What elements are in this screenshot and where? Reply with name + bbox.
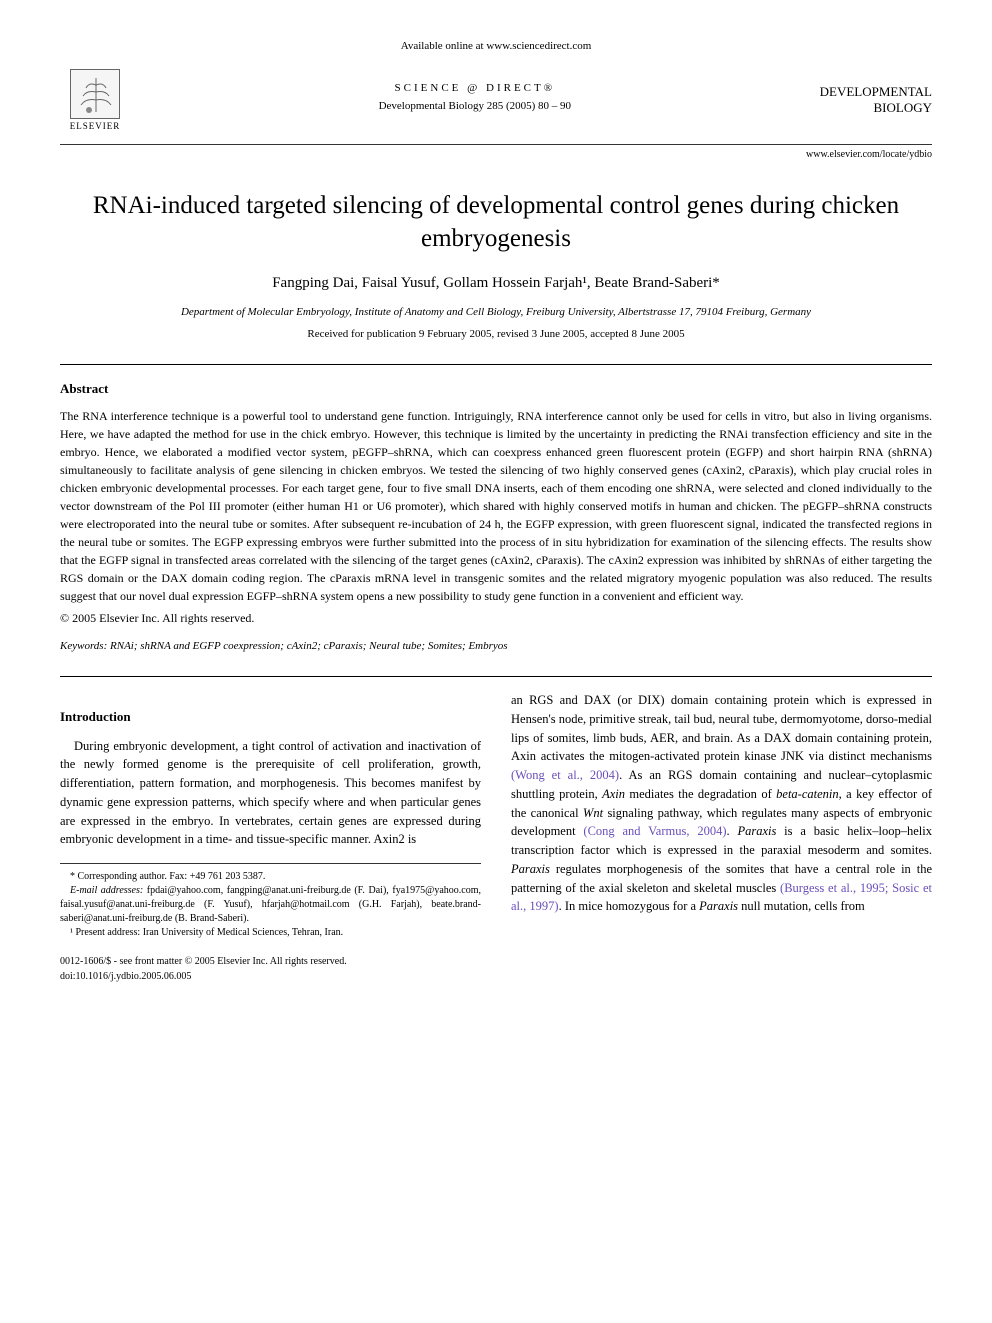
- footnotes: * Corresponding author. Fax: +49 761 203…: [60, 863, 481, 940]
- journal-url: www.elsevier.com/locate/ydbio: [60, 149, 932, 160]
- cite-cong[interactable]: (Cong and Varmus, 2004): [583, 824, 726, 838]
- t10: null mutation, cells from: [738, 899, 865, 913]
- authors: Fangping Dai, Faisal Yusuf, Gollam Hosse…: [60, 275, 932, 292]
- journal-name-2: BIOLOGY: [820, 100, 932, 116]
- keywords-list: RNAi; shRNA and EGFP coexpression; cAxin…: [110, 640, 508, 652]
- gene-paraxis-1: Paraxis: [737, 824, 776, 838]
- journal-logo: DEVELOPMENTAL BIOLOGY: [820, 84, 932, 116]
- corresponding-author: * Corresponding author. Fax: +49 761 203…: [60, 870, 481, 884]
- doi: doi:10.1016/j.ydbio.2005.06.005: [60, 969, 481, 984]
- t1: an RGS and DAX (or DIX) domain containin…: [511, 693, 932, 763]
- keywords-label: Keywords:: [60, 640, 107, 652]
- email-addresses: E-mail addresses: fpdai@yahoo.com, fangp…: [60, 884, 481, 926]
- front-matter: 0012-1606/$ - see front matter © 2005 El…: [60, 954, 481, 969]
- cite-wong[interactable]: (Wong et al., 2004): [511, 768, 619, 782]
- elsevier-name: ELSEVIER: [70, 121, 121, 131]
- gene-paraxis-3: Paraxis: [699, 899, 738, 913]
- sd-brand-text: SCIENCE @ DIRECT®: [379, 82, 571, 94]
- affiliation: Department of Molecular Embryology, Inst…: [60, 306, 932, 318]
- intro-para-1: During embryonic development, a tight co…: [60, 737, 481, 850]
- footer: 0012-1606/$ - see front matter © 2005 El…: [60, 954, 481, 984]
- intro-para-2: an RGS and DAX (or DIX) domain containin…: [511, 691, 932, 916]
- intro-heading: Introduction: [60, 707, 481, 727]
- keywords: Keywords: RNAi; shRNA and EGFP coexpress…: [60, 640, 932, 652]
- column-left: Introduction During embryonic developmen…: [60, 691, 481, 984]
- journal-reference: Developmental Biology 285 (2005) 80 – 90: [379, 100, 571, 112]
- gene-axin: Axin: [602, 787, 625, 801]
- abstract-heading: Abstract: [60, 381, 932, 397]
- header-rule: [60, 144, 932, 145]
- t6: .: [726, 824, 737, 838]
- gene-beta-catenin: beta-catenin: [776, 787, 838, 801]
- t9: . In mice homozygous for a: [559, 899, 700, 913]
- column-right: an RGS and DAX (or DIX) domain containin…: [511, 691, 932, 984]
- gene-paraxis-2: Paraxis: [511, 862, 550, 876]
- elsevier-tree-icon: [70, 69, 120, 119]
- article-title: RNAi-induced targeted silencing of devel…: [60, 190, 932, 255]
- elsevier-logo: ELSEVIER: [60, 60, 130, 140]
- abstract-bottom-rule: [60, 676, 932, 677]
- dates: Received for publication 9 February 2005…: [60, 328, 932, 340]
- gene-wnt: Wnt: [583, 806, 603, 820]
- t3: mediates the degradation of: [625, 787, 776, 801]
- header-available: Available online at www.sciencedirect.co…: [60, 40, 932, 52]
- journal-name-1: DEVELOPMENTAL: [820, 84, 932, 100]
- email-label: E-mail addresses:: [70, 885, 143, 896]
- sciencedirect-logo: SCIENCE @ DIRECT® Developmental Biology …: [379, 82, 571, 118]
- body-columns: Introduction During embryonic developmen…: [60, 691, 932, 984]
- present-address: ¹ Present address: Iran University of Me…: [60, 926, 481, 940]
- header-row: ELSEVIER SCIENCE @ DIRECT® Developmental…: [60, 60, 932, 140]
- abstract-top-rule: [60, 364, 932, 365]
- copyright: © 2005 Elsevier Inc. All rights reserved…: [60, 611, 932, 626]
- abstract-text: The RNA interference technique is a powe…: [60, 407, 932, 605]
